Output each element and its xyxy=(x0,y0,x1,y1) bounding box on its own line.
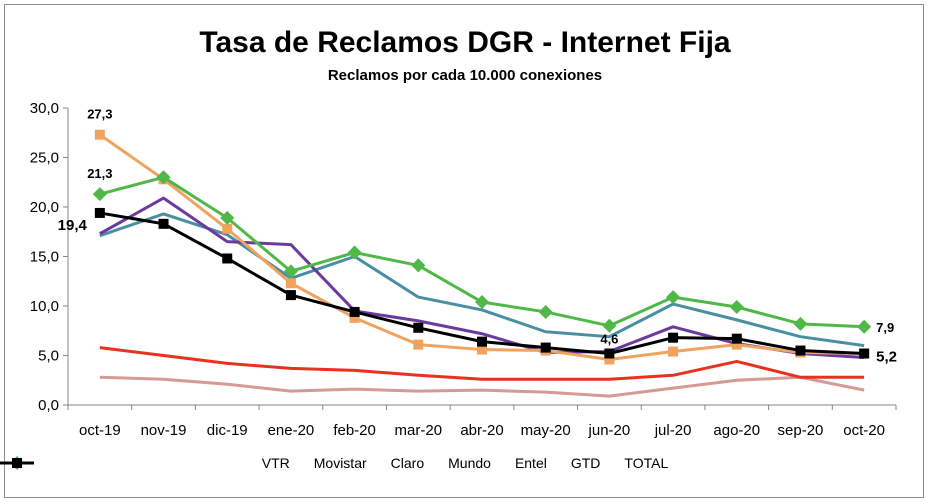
data-point-movistar xyxy=(220,210,235,225)
series-line-gtd xyxy=(99,375,865,398)
data-point-vtr xyxy=(94,129,105,140)
legend-label: TOTAL xyxy=(624,455,669,471)
legend-item-gtd: GTD xyxy=(0,455,601,471)
data-point-total xyxy=(158,218,169,229)
chart-title: Tasa de Reclamos DGR - Internet Fija xyxy=(199,26,731,59)
data-point-vtr xyxy=(477,344,487,355)
data-point-movistar xyxy=(729,299,744,314)
data-point-total xyxy=(731,333,742,344)
data-point-total xyxy=(859,348,870,359)
x-tick-label: sep-20 xyxy=(778,422,824,439)
series-line-vtr xyxy=(98,133,865,361)
y-tick-label: 20,0 xyxy=(30,199,59,216)
data-point-vtr xyxy=(349,312,360,323)
legend-item-entel: Entel xyxy=(0,455,547,471)
legend-item-vtr: VTR xyxy=(0,455,290,471)
x-tick-label: ene-20 xyxy=(268,422,315,439)
data-point-vtr xyxy=(604,354,615,365)
data-point-movistar xyxy=(347,245,362,260)
x-tick-label: mar-20 xyxy=(395,422,443,439)
x-tick-label: oct-20 xyxy=(843,422,885,439)
x-tick-label: abr-20 xyxy=(460,422,503,439)
y-tick-label: 10,0 xyxy=(30,298,59,315)
data-point-movistar xyxy=(793,316,808,331)
data-point-total xyxy=(540,342,551,353)
data-point-movistar xyxy=(666,290,681,305)
legend-label: Entel xyxy=(514,455,547,471)
x-tick-label: dic-19 xyxy=(207,422,248,439)
data-point-vtr xyxy=(668,346,679,357)
chart-subtitle: Reclamos por cada 10.000 conexiones xyxy=(327,67,603,84)
data-label: 19,4 xyxy=(58,217,88,234)
data-label: 4,6 xyxy=(600,331,618,346)
legend-label: VTR xyxy=(261,455,290,471)
data-point-vtr xyxy=(731,339,742,350)
legend-item-total: TOTAL xyxy=(0,455,669,471)
legend-swatch-total xyxy=(0,458,34,468)
data-point-movistar xyxy=(602,318,617,333)
data-point-total xyxy=(795,345,806,356)
data-point-total xyxy=(349,306,360,317)
chart-legend: VTR Movistar Claro Mundo Entel GTD TOTAL xyxy=(0,455,930,471)
data-label: 5,2 xyxy=(876,349,897,366)
data-point-movistar xyxy=(156,170,171,185)
data-label: 27,3 xyxy=(87,107,112,122)
data-point-movistar xyxy=(538,304,553,319)
data-label: 21,3 xyxy=(87,166,112,181)
x-tick-label: may-20 xyxy=(521,422,571,439)
legend-item-movistar: Movistar xyxy=(0,455,367,471)
data-point-movistar xyxy=(857,319,872,334)
y-tick-label: 30,0 xyxy=(30,100,59,117)
data-point-total xyxy=(285,290,296,301)
y-tick-label: 15,0 xyxy=(30,249,59,266)
y-tick-label: 25,0 xyxy=(30,150,59,167)
y-tick-label: 0,0 xyxy=(38,397,59,414)
data-point-vtr xyxy=(413,339,424,350)
series-line-claro xyxy=(99,346,865,381)
data-point-total xyxy=(477,336,487,347)
legend-label: Claro xyxy=(390,455,425,471)
legend-item-mundo: Mundo xyxy=(0,455,491,471)
x-tick-label: feb-20 xyxy=(333,422,376,439)
y-tick-label: 5,0 xyxy=(38,348,59,365)
data-point-movistar xyxy=(283,264,298,279)
data-point-vtr xyxy=(222,223,233,234)
data-point-vtr xyxy=(285,278,296,289)
x-tick-label: nov-19 xyxy=(141,422,187,439)
data-point-total xyxy=(668,332,679,343)
legend-item-claro: Claro xyxy=(0,455,425,471)
data-point-total xyxy=(413,322,424,333)
legend-label: Mundo xyxy=(448,455,491,471)
legend-label: Movistar xyxy=(313,455,367,471)
chart-frame xyxy=(4,4,924,498)
legend-label: GTD xyxy=(570,455,601,471)
data-point-movistar xyxy=(411,258,426,273)
x-tick-label: jul-20 xyxy=(654,422,692,439)
series-line-entel xyxy=(99,212,865,348)
x-tick-label: jun-20 xyxy=(588,422,631,439)
series-line-mundo xyxy=(99,196,865,359)
data-label: 7,9 xyxy=(876,320,894,335)
data-point-total xyxy=(604,348,615,359)
x-tick-label: oct-19 xyxy=(79,422,121,439)
x-tick-label: ago-20 xyxy=(713,422,760,439)
data-point-total xyxy=(222,253,233,264)
data-point-movistar xyxy=(475,295,489,310)
data-point-total xyxy=(94,207,105,218)
data-point-movistar xyxy=(92,187,107,202)
